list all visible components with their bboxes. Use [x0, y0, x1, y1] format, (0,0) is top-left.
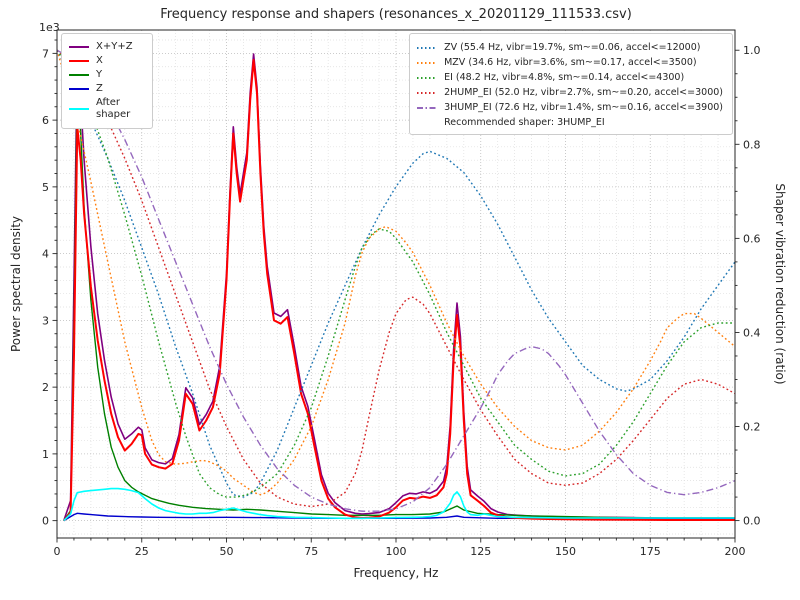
chart-title: Frequency response and shapers (resonanc… — [160, 7, 632, 22]
y-left-tick-label: 5 — [42, 181, 49, 194]
series-3hump_ei — [57, 49, 735, 512]
legend-item: Y — [69, 69, 144, 81]
legend-item: EI (48.2 Hz, vibr=4.8%, sm~=0.14, accel<… — [417, 71, 723, 84]
x-tick-label: 100 — [386, 545, 407, 558]
shaper-legend: ZV (55.4 Hz, vibr=19.7%, sm~=0.06, accel… — [409, 33, 733, 135]
tick-labels: 0 25 50 75 100 125 150 175 200 0 1 2 3 4 5 6 7 0.0 0.2 0.4 0… — [42, 44, 761, 558]
x-tick-label: 200 — [725, 545, 746, 558]
y-left-tick-label: 7 — [42, 47, 49, 60]
legend-line-sample — [417, 46, 438, 49]
series-mzv — [57, 49, 735, 496]
y-right-tick-label: 0.6 — [743, 232, 761, 245]
y-left-tick-label: 4 — [42, 248, 49, 261]
legend-item: After shaper — [69, 97, 144, 121]
legend-line-sample — [417, 106, 438, 109]
series-z — [63, 512, 735, 522]
y-left-tick-label: 2 — [42, 381, 49, 394]
y-right-tick-label: 0.2 — [743, 421, 761, 434]
x-tick-label: 175 — [640, 545, 661, 558]
y-right-tick-label: 1.0 — [743, 44, 761, 57]
legend-label: Y — [96, 69, 103, 80]
x-tick-label: 50 — [220, 545, 234, 558]
legend-item: X — [69, 55, 144, 67]
legend-item: 3HUMP_EI (72.6 Hz, vibr=1.4%, sm~=0.16, … — [417, 101, 723, 114]
legend-item: ZV (55.4 Hz, vibr=19.7%, sm~=0.06, accel… — [417, 41, 723, 54]
y-axis-multiplier: 1e3 — [39, 21, 60, 34]
legend-label: MZV (34.6 Hz, vibr=3.6%, sm~=0.17, accel… — [444, 57, 697, 68]
legend-label: EI (48.2 Hz, vibr=4.8%, sm~=0.14, accel<… — [444, 72, 685, 83]
y-left-tick-label: 1 — [42, 448, 49, 461]
legend-line-sample — [417, 91, 438, 94]
legend-line-sample — [69, 60, 89, 62]
series-lines — [57, 49, 735, 522]
y-right-tick-label: 0.8 — [743, 138, 761, 151]
series-y — [63, 79, 735, 521]
y-right-tick-label: 0.0 — [743, 515, 761, 528]
y-left-tick-label: 0 — [42, 515, 49, 528]
y-left-tick-label: 6 — [42, 114, 49, 127]
legend-label: Z — [96, 83, 103, 94]
legend-label: 2HUMP_EI (52.0 Hz, vibr=2.7%, sm~=0.20, … — [444, 87, 723, 98]
legend-label: X+Y+Z — [96, 41, 133, 52]
axis-ticks — [52, 39, 740, 543]
psd-legend: X+Y+Z X Y Z After shaper — [61, 33, 153, 129]
legend-item: 2HUMP_EI (52.0 Hz, vibr=2.7%, sm~=0.20, … — [417, 86, 723, 99]
legend-item: X+Y+Z — [69, 41, 144, 53]
legend-label: ZV (55.4 Hz, vibr=19.7%, sm~=0.06, accel… — [444, 42, 701, 53]
x-tick-label: 150 — [555, 545, 576, 558]
series-x — [63, 59, 735, 522]
legend-label: After shaper — [96, 97, 131, 120]
legend-line-sample — [417, 61, 438, 64]
y-right-tick-label: 0.4 — [743, 326, 761, 339]
legend-line-sample — [69, 74, 89, 76]
x-tick-label: 0 — [54, 545, 61, 558]
x-axis-label: Frequency, Hz — [353, 566, 439, 580]
x-tick-label: 75 — [304, 545, 318, 558]
series-2hump_ei — [57, 49, 735, 508]
y-left-tick-label: 3 — [42, 314, 49, 327]
legend-line-sample — [69, 88, 89, 90]
series-after — [63, 487, 735, 522]
legend-label: X — [96, 55, 103, 66]
legend-line-sample — [69, 108, 89, 110]
recommended-shaper-text: Recommended shaper: 3HUMP_EI — [444, 117, 605, 128]
legend-item: Z — [69, 83, 144, 95]
x-tick-label: 125 — [470, 545, 491, 558]
legend-label: 3HUMP_EI (72.6 Hz, vibr=1.4%, sm~=0.16, … — [444, 102, 723, 113]
series-ei — [57, 49, 735, 498]
x-tick-label: 25 — [135, 545, 149, 558]
legend-item: MZV (34.6 Hz, vibr=3.6%, sm~=0.17, accel… — [417, 56, 723, 69]
legend-line-sample — [417, 76, 438, 79]
legend-line-sample — [69, 46, 89, 48]
